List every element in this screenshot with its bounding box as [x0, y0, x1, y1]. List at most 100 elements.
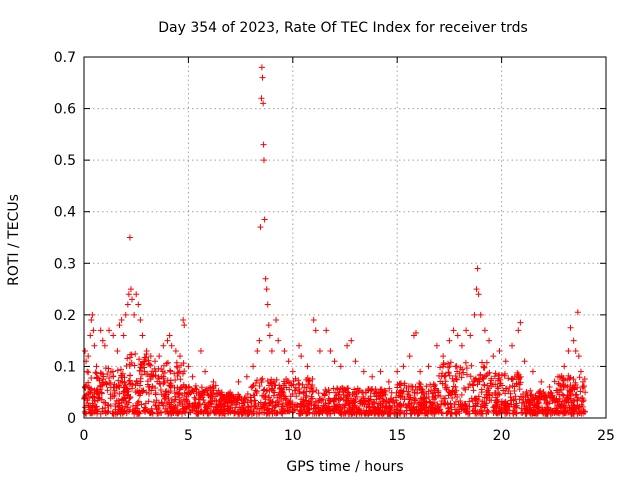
data-point: [371, 390, 377, 397]
data-point: [152, 368, 159, 375]
data-point: [570, 376, 577, 383]
data-point: [135, 390, 142, 397]
data-point: [515, 372, 522, 379]
data-point: [217, 407, 224, 414]
data-point: [496, 347, 503, 354]
data-point: [102, 409, 109, 416]
data-point: [331, 410, 338, 417]
data-point: [264, 406, 271, 413]
data-point: [126, 361, 133, 368]
data-point: [488, 377, 495, 384]
data-point: [380, 392, 387, 399]
data-point: [131, 311, 138, 318]
data-point: [481, 381, 488, 388]
data-point: [356, 408, 363, 415]
data-point: [535, 393, 542, 400]
data-point: [334, 385, 341, 392]
data-point: [191, 394, 198, 401]
data-point: [227, 389, 234, 396]
data-point: [423, 383, 430, 390]
data-point: [256, 382, 263, 389]
data-point: [562, 382, 569, 389]
data-point: [161, 392, 168, 399]
data-point: [199, 388, 206, 395]
data-point: [119, 378, 126, 385]
data-point: [348, 337, 355, 344]
data-point: [220, 395, 227, 402]
data-point: [100, 375, 107, 382]
data-point: [322, 386, 329, 393]
data-point: [87, 389, 94, 396]
data-point: [244, 399, 251, 406]
y-tick-label: 0: [67, 411, 76, 427]
data-point: [202, 368, 209, 375]
data-point: [127, 286, 134, 293]
data-point: [336, 389, 343, 396]
data-point: [221, 399, 228, 406]
data-point: [90, 327, 97, 334]
data-point: [115, 383, 122, 390]
data-point: [534, 410, 541, 417]
data-point: [366, 401, 373, 408]
data-point: [413, 406, 420, 413]
data-point: [577, 388, 584, 395]
data-point: [514, 369, 521, 376]
data-point: [333, 406, 340, 413]
data-point: [148, 408, 155, 415]
data-point: [119, 409, 126, 416]
data-point: [411, 399, 418, 406]
data-point: [401, 395, 408, 402]
data-point: [517, 373, 524, 380]
data-point: [322, 400, 329, 407]
data-point: [179, 410, 186, 417]
plot-frame: [83, 56, 607, 419]
data-point: [118, 374, 125, 381]
data-point: [539, 407, 546, 414]
data-point: [170, 409, 177, 416]
data-point: [82, 347, 89, 354]
data-point: [406, 353, 413, 360]
data-point: [129, 381, 136, 388]
data-point: [441, 401, 448, 408]
data-point: [253, 388, 260, 395]
data-point: [379, 388, 386, 395]
data-points: [81, 64, 589, 417]
data-point: [117, 366, 124, 373]
data-point: [446, 337, 453, 344]
data-point: [224, 403, 231, 410]
data-point: [258, 64, 265, 71]
data-point: [396, 389, 403, 396]
data-point: [473, 286, 480, 293]
data-point: [339, 403, 346, 410]
data-point: [480, 363, 487, 370]
data-point: [481, 394, 488, 401]
data-point: [407, 410, 414, 417]
x-tick-label: 5: [184, 428, 193, 444]
data-point: [82, 404, 89, 411]
data-point: [177, 376, 184, 383]
data-point: [512, 410, 519, 417]
data-point: [162, 388, 169, 395]
data-point: [263, 286, 270, 293]
data-point: [127, 372, 134, 379]
data-point: [357, 398, 364, 405]
data-point: [147, 353, 154, 360]
data-point: [273, 376, 280, 383]
data-point: [321, 392, 328, 399]
data-point: [289, 368, 296, 375]
data-point: [457, 364, 464, 371]
data-point: [474, 381, 481, 388]
grid-lines: [84, 57, 606, 418]
data-point: [567, 324, 574, 331]
data-point: [123, 401, 130, 408]
data-point: [480, 375, 487, 382]
data-point: [312, 398, 319, 405]
data-point: [281, 347, 288, 354]
data-point: [558, 373, 565, 380]
data-point: [574, 396, 581, 403]
data-point: [268, 347, 275, 354]
data-point: [393, 400, 400, 407]
data-point: [172, 403, 179, 410]
data-point: [118, 399, 125, 406]
data-point: [160, 362, 167, 369]
